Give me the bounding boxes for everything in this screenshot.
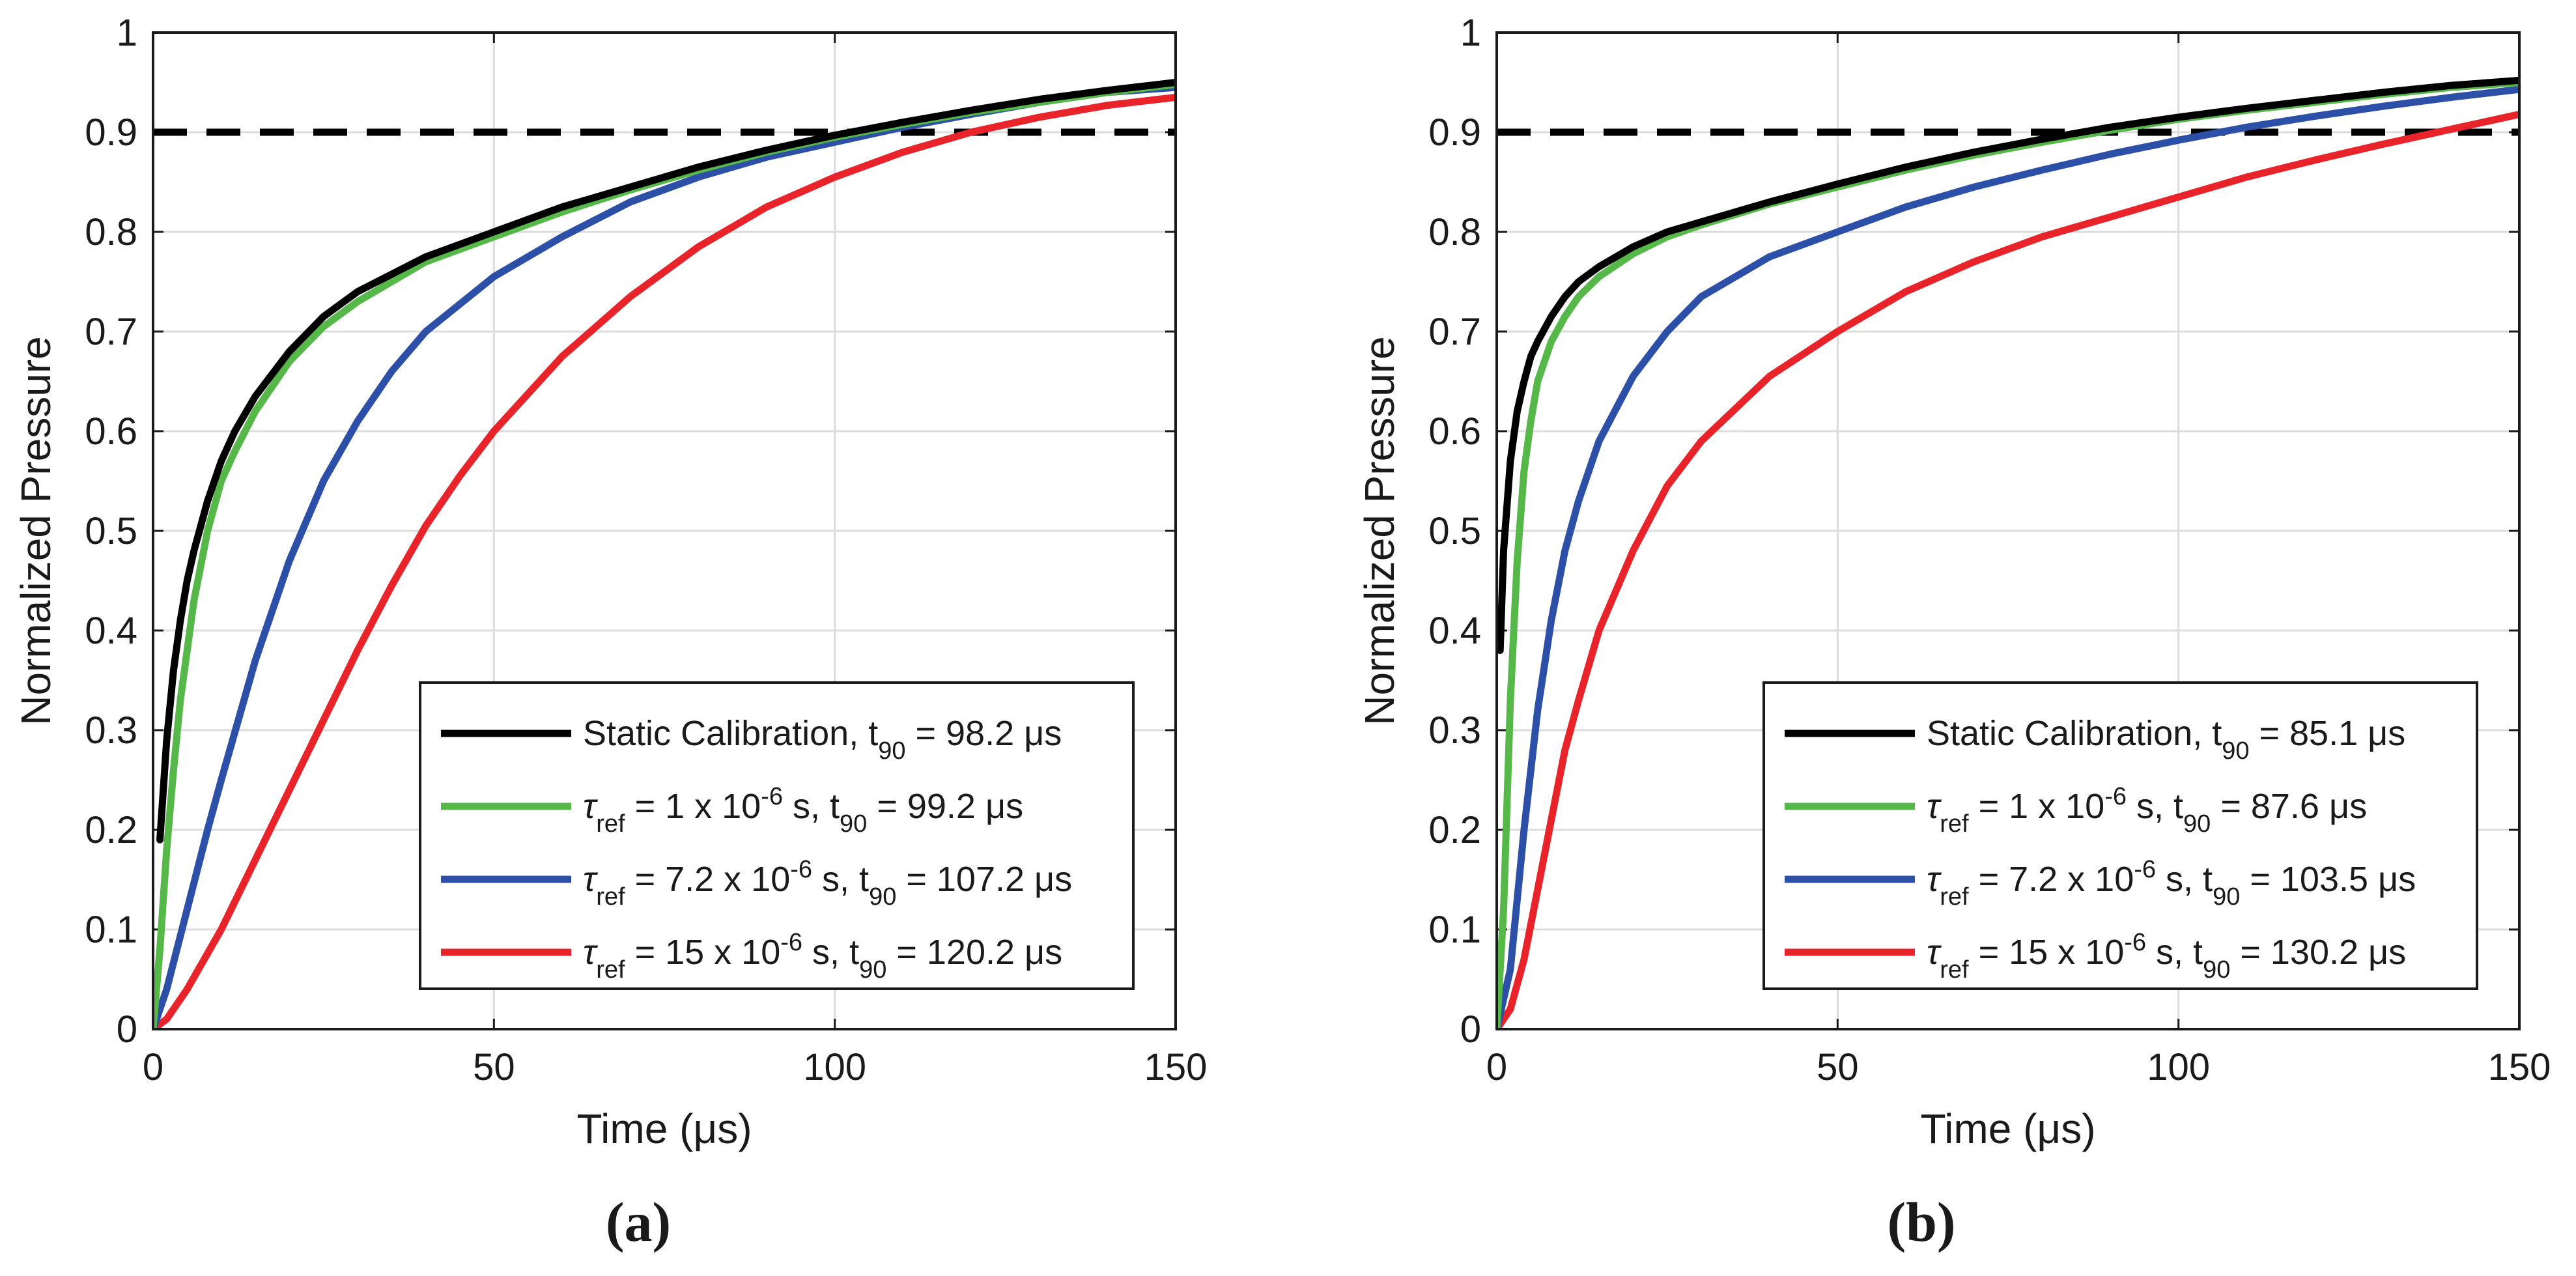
series-line-b-0	[1497, 76, 2519, 655]
x-tick-label-b-0: 0	[1486, 1046, 1507, 1088]
y-tick-label-b-2: 0.2	[1428, 809, 1481, 851]
plot-frame-b	[1495, 31, 2521, 1030]
y-tick-label-a-6: 0.6	[85, 410, 137, 453]
legend-b: Static Calibration, t90 = 85.1 μs τref = …	[1762, 681, 2478, 990]
y-tick-label-b-8: 0.8	[1428, 211, 1481, 253]
series-line-b-2	[1497, 85, 2519, 1029]
legend-label-b-3: τref = 15 x 10-6 s, t90 = 130.2 μs	[1927, 929, 2406, 984]
y-tick-label-b-3: 0.3	[1428, 709, 1481, 752]
x-tick-label-a-1: 50	[473, 1046, 515, 1088]
curves-a	[153, 79, 1176, 1029]
y-tick-label-a-3: 0.3	[85, 709, 137, 752]
chart-panel-b: 0 50 100 150 0 0.1 0.2 0.3 0.4 0.5 0.6 0.7 0.8 0.9 1 Ti…	[1356, 12, 2551, 1152]
y-tick-label-a-7: 0.7	[85, 311, 137, 353]
y-axis-label-a: Normalized Pressure	[12, 336, 59, 726]
chart-panel-a: 0 50 100 150 0 0.1 0.2 0.3 0.4 0.5 0.6 0.7 0.8 0.9 1 Ti…	[12, 12, 1207, 1152]
x-tick-label-a-2: 100	[803, 1046, 866, 1088]
x-axis-label-a: Time (μs)	[576, 1105, 752, 1152]
y-tick-label-a-0: 0	[117, 1008, 137, 1051]
y-tick-label-a-4: 0.4	[85, 610, 137, 652]
legend-label-b-0: Static Calibration, t90 = 85.1 μs	[1927, 714, 2405, 765]
y-tick-label-b-0: 0	[1460, 1008, 1481, 1051]
legend-label-a-3: τref = 15 x 10-6 s, t90 = 120.2 μs	[583, 929, 1062, 984]
y-tick-label-a-10: 1	[117, 12, 137, 54]
y-tick-label-b-5: 0.5	[1428, 510, 1481, 552]
x-axis-label-b: Time (μs)	[1920, 1105, 2095, 1152]
y-tick-label-b-1: 0.1	[1428, 909, 1481, 951]
y-tick-label-b-7: 0.7	[1428, 311, 1481, 353]
y-tick-label-a-9: 0.9	[85, 111, 137, 154]
series-line-a-0	[156, 79, 1176, 844]
y-axis-label-b: Normalized Pressure	[1356, 336, 1403, 726]
legend-a: Static Calibration, t90 = 98.2 μs τref = …	[419, 681, 1135, 990]
y-tick-label-b-9: 0.9	[1428, 111, 1481, 154]
y-tick-label-a-2: 0.2	[85, 809, 137, 851]
legend-label-b-1: τref = 1 x 10-6 s, t90 = 87.6 μs	[1927, 783, 2367, 838]
legend-label-b-2: τref = 7.2 x 10-6 s, t90 = 103.5 μs	[1927, 856, 2416, 911]
legend-label-a-1: τref = 1 x 10-6 s, t90 = 99.2 μs	[583, 783, 1023, 838]
plot-frame-a	[152, 31, 1177, 1030]
y-tick-label-b-6: 0.6	[1428, 410, 1481, 453]
caption-a: (a)	[606, 1191, 671, 1253]
caption-b: (b)	[1887, 1191, 1955, 1253]
x-tick-label-b-3: 150	[2488, 1046, 2551, 1088]
curves-b	[1497, 76, 2519, 1029]
y-tick-label-b-4: 0.4	[1428, 610, 1481, 652]
y-tick-label-a-8: 0.8	[85, 211, 137, 253]
x-tick-label-a-0: 0	[143, 1046, 163, 1088]
x-tick-label-b-1: 50	[1817, 1046, 1859, 1088]
series-line-a-3	[153, 93, 1176, 1029]
series-line-b-3	[1497, 111, 2519, 1029]
legend-label-a-0: Static Calibration, t90 = 98.2 μs	[583, 714, 1062, 765]
y-tick-label-a-1: 0.1	[85, 909, 137, 951]
x-tick-label-b-2: 100	[2147, 1046, 2210, 1088]
y-tick-label-a-5: 0.5	[85, 510, 137, 552]
y-tick-label-b-10: 1	[1460, 12, 1481, 54]
x-tick-label-a-3: 150	[1144, 1046, 1208, 1088]
legend-label-a-2: τref = 7.2 x 10-6 s, t90 = 107.2 μs	[583, 856, 1072, 911]
